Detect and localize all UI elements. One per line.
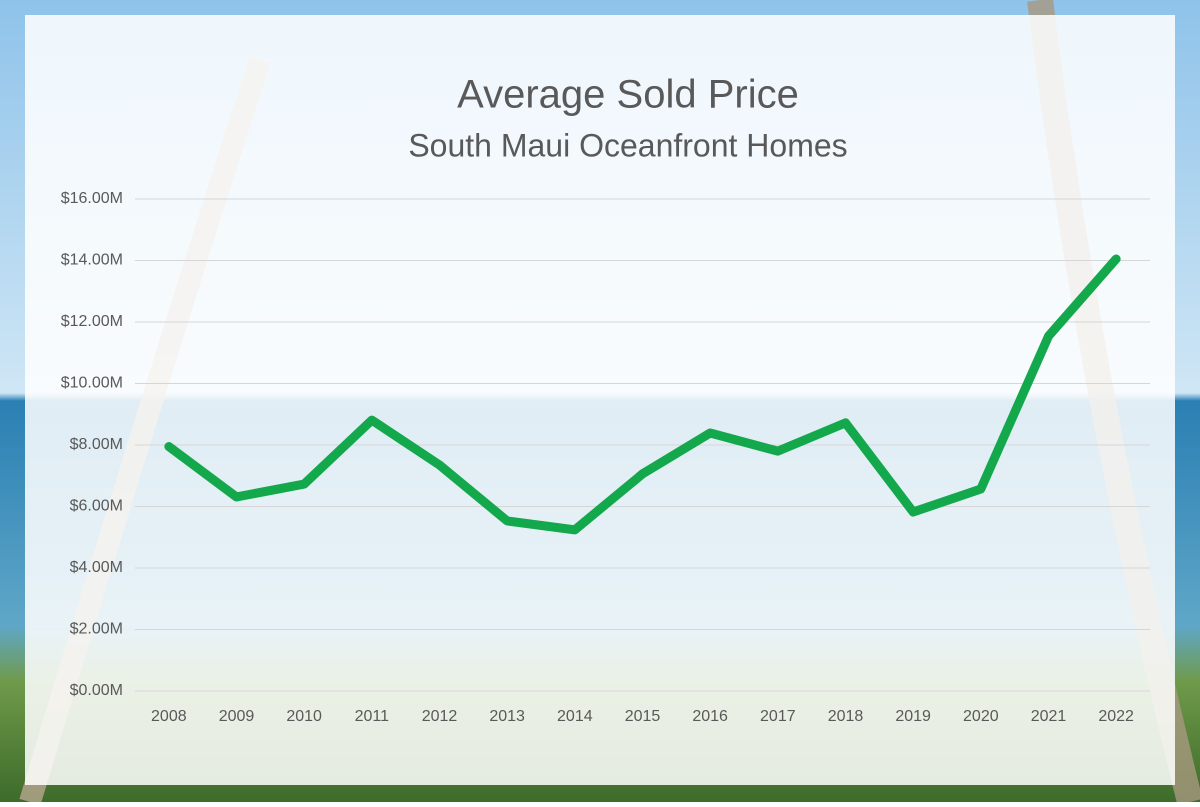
x-tick-label: 2010 [286,708,322,725]
x-tick-label: 2011 [355,708,390,725]
x-tick-label: 2019 [895,708,931,725]
y-tick-label: $6.00M [70,498,123,515]
x-tick-label: 2022 [1098,708,1134,725]
chart-panel [25,15,1175,785]
x-tick-label: 2008 [151,708,187,725]
y-tick-label: $10.00M [61,375,123,392]
x-tick-label: 2014 [557,708,593,725]
plot-area: $0.00M $2.00M $4.00M $6.00M $8.00M $10.00M $12… [61,190,1150,725]
chart-subtitle: South Maui Oceanfront Homes [408,127,847,163]
y-tick-label: $4.00M [70,559,123,576]
data-line [164,254,1121,535]
chart-title: Average Sold Price [457,73,799,117]
x-tick-label: 2015 [625,708,661,725]
x-tick-label: 2020 [963,708,999,725]
y-tick-label: $2.00M [70,621,123,638]
y-tick-label: $16.00M [61,190,123,207]
y-tick-label: $14.00M [61,252,123,269]
x-tick-label: 2018 [828,708,864,725]
x-tick-label: 2009 [219,708,255,725]
y-tick-label: $12.00M [61,313,123,330]
x-tick-label: 2017 [760,708,796,725]
y-tick-label: $8.00M [70,436,123,453]
x-tick-label: 2013 [489,708,525,725]
x-tick-label: 2012 [422,708,458,725]
x-tick-label: 2021 [1031,708,1067,725]
x-tick-label: 2016 [692,708,728,725]
y-tick-label: $0.00M [70,682,123,699]
